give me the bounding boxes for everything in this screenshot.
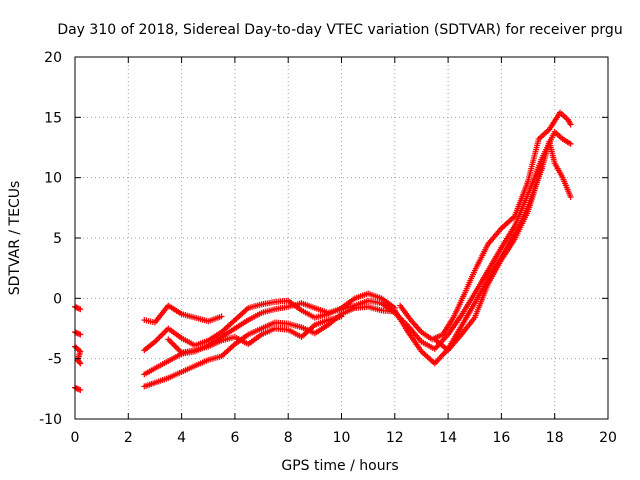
data-point-marker	[75, 305, 82, 312]
grid-lines	[75, 57, 608, 419]
data-point-marker	[159, 331, 166, 338]
chart-title: Day 310 of 2018, Sidereal Day-to-day VTE…	[57, 22, 622, 38]
data-point-marker	[166, 337, 173, 344]
y-axis-label: SDTVAR / TECUs	[7, 181, 23, 296]
x-tick-label: 2	[124, 430, 133, 446]
y-tick-label: -5	[48, 352, 62, 368]
data-point-marker	[73, 329, 80, 336]
data-point-marker	[218, 313, 225, 320]
data-point-marker	[165, 336, 172, 343]
x-tick-label: 20	[599, 430, 617, 446]
data-point-marker	[77, 306, 84, 313]
data-point-marker	[74, 330, 81, 337]
data-point-marker	[168, 339, 175, 346]
data-point-marker	[73, 304, 80, 311]
x-tick-label: 16	[492, 430, 510, 446]
data-point-marker	[538, 165, 545, 172]
data-point-marker	[338, 313, 345, 320]
data-point-marker	[171, 342, 178, 349]
data-point-marker	[160, 329, 167, 336]
y-tick-label: 15	[44, 110, 62, 126]
data-point-marker	[172, 343, 179, 350]
series-arc-2	[141, 290, 398, 354]
data-point-marker	[73, 385, 80, 392]
x-axis-label: GPS time / hours	[281, 458, 398, 474]
x-tick-label: 12	[386, 430, 404, 446]
series-arc-5	[165, 313, 345, 356]
data-point-marker	[567, 193, 574, 200]
x-tick-label: 6	[230, 430, 239, 446]
y-tick-label: 10	[44, 171, 62, 187]
data-point-marker	[157, 332, 164, 339]
y-tick-label: 20	[44, 50, 62, 66]
x-tick-label: 18	[546, 430, 564, 446]
series-track-b	[72, 329, 84, 338]
series-arc-8	[397, 109, 574, 343]
data-point-marker	[156, 334, 163, 341]
y-tick-label: 5	[53, 231, 62, 247]
data-point-marker	[75, 386, 82, 393]
axis-ticks: 0 2 4 6 8 10 12 14 16 18 20 -10 -5 0 5 10 15 20	[39, 50, 617, 446]
data-point-marker	[567, 121, 574, 128]
data-point-marker	[174, 345, 181, 352]
series-track-c	[72, 343, 84, 367]
x-tick-label: 4	[177, 430, 186, 446]
data-point-marker	[74, 304, 81, 311]
series-track-a	[72, 303, 84, 313]
data-point-marker	[77, 387, 84, 394]
data-point-marker	[74, 385, 81, 392]
data-point-marker	[567, 140, 574, 147]
series-track-d	[72, 384, 84, 394]
y-tick-label: 0	[53, 291, 62, 307]
x-tick-label: 14	[439, 430, 457, 446]
series-arc-4	[141, 303, 398, 390]
data-point-marker	[169, 340, 176, 347]
data-point-marker	[154, 335, 161, 342]
data-point-marker	[77, 331, 84, 338]
x-tick-label: 10	[333, 430, 351, 446]
data-point-marker	[75, 330, 82, 337]
x-tick-label: 0	[71, 430, 80, 446]
y-tick-label: -10	[39, 412, 62, 428]
data-points	[72, 109, 574, 394]
x-tick-label: 8	[284, 430, 293, 446]
data-point-marker	[76, 359, 83, 366]
series-arc-9	[431, 165, 545, 354]
data-point-marker	[77, 360, 84, 367]
series-arc-1	[141, 302, 225, 326]
